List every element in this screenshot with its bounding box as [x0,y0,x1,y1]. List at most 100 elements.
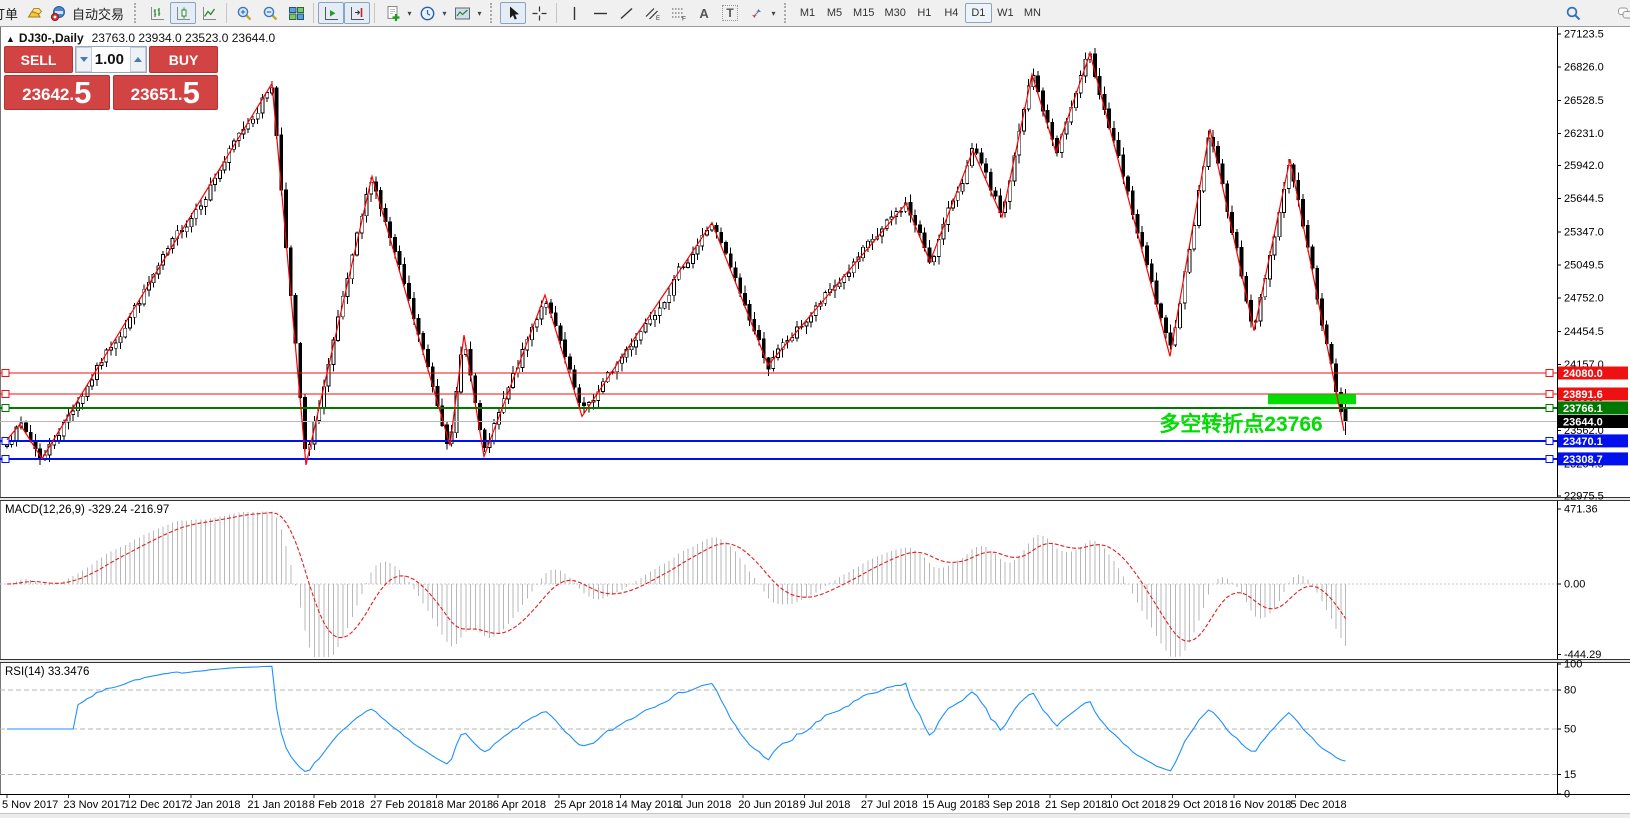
vertical-line-icon [566,5,583,22]
svg-text:50: 50 [1564,724,1576,736]
volume-decrease-button[interactable] [76,47,92,72]
templates-dropdown-caret[interactable]: ▾ [477,8,482,18]
orders-button[interactable]: 订单 [0,6,19,22]
trendline-icon [618,5,635,22]
timeframe-m1[interactable]: M1 [799,7,816,19]
timeframe-m5[interactable]: M5 [826,7,843,19]
new-order-button[interactable] [22,2,48,24]
collapse-icon[interactable]: ▲ [6,34,15,44]
text-label-tool[interactable]: T [717,2,743,24]
timeframe-group: M1 M5 M15 M30 H1 H4 D1 W1 MN [794,3,1046,23]
svg-text:26231.0: 26231.0 [1564,128,1604,140]
line-chart-button[interactable] [196,2,222,24]
ohlc-readout: 23763.0 23934.0 23523.0 23644.0 [91,31,276,45]
panel-frame [0,27,1630,795]
indicators-icon [384,5,401,22]
search-button[interactable] [1560,2,1586,24]
volume-increase-button[interactable] [130,47,146,72]
zoom-in-button[interactable] [231,2,257,24]
indicators-button[interactable] [379,2,405,24]
svg-text:23470.1: 23470.1 [1563,436,1603,448]
horizontal-lines-layer[interactable] [0,369,1557,463]
buy-price-pips: 5 [182,75,200,110]
buy-quote-button[interactable]: 23651. 5 [112,75,218,110]
chevron-up-icon [134,57,142,62]
periods-dropdown-caret[interactable]: ▾ [442,8,447,18]
timeframe-m30[interactable]: M30 [884,7,906,19]
horizontal-line-tool[interactable] [587,2,613,24]
candlestick-chart-button[interactable] [170,2,197,24]
svg-text:80: 80 [1564,685,1576,697]
text-tool-icon: A [699,5,709,21]
trendline-tool[interactable] [613,2,639,24]
zoom-out-button[interactable] [257,2,283,24]
svg-text:100: 100 [1564,659,1582,671]
timeframe-m15[interactable]: M15 [853,7,875,19]
arrows-tool[interactable] [743,2,769,24]
zoom-out-icon [262,5,279,22]
svg-text:0: 0 [1564,789,1570,801]
indicators-dropdown-caret[interactable]: ▾ [407,8,412,18]
sell-quote-button[interactable]: 23642. 5 [4,75,110,110]
svg-text:15: 15 [1564,769,1576,781]
chart-shift-icon [349,5,366,22]
svg-text:5 Dec 2018: 5 Dec 2018 [1290,799,1346,811]
macd-axis: 471.36 0.00 -444.29 [1557,504,1601,661]
zoom-in-icon [236,5,253,22]
sell-price-pips: 5 [74,75,92,110]
svg-text:6 Apr 2018: 6 Apr 2018 [493,799,546,811]
auto-scroll-button[interactable] [318,2,345,24]
text-tool[interactable]: A [691,2,717,24]
rsi-levels [0,689,1557,775]
fibonacci-tool[interactable]: F [665,2,691,24]
svg-text:21 Sep 2018: 21 Sep 2018 [1045,799,1107,811]
price-tag-23891.6 [1558,387,1628,401]
arrows-dropdown-caret[interactable]: ▾ [771,8,776,18]
auto-scroll-icon [323,5,340,22]
svg-text:-444.29: -444.29 [1564,649,1601,661]
crosshair-button[interactable] [526,2,552,24]
svg-text:24454.5: 24454.5 [1564,326,1604,338]
equidistant-channel-tool[interactable]: E [639,2,665,24]
sell-button[interactable]: SELL [4,46,73,73]
price-tags: 24080.0 23891.6 23766.1 23470.1 23308.7 23644… [1558,366,1628,466]
svg-text:21 Jan 2018: 21 Jan 2018 [247,799,308,811]
chart-window: 多空转折点23766 27123.5 26826.0 26528.5 26231.0 25… [0,27,1630,818]
timeframe-d1[interactable]: D1 [964,3,992,23]
buy-button[interactable]: BUY [149,46,218,73]
timeframe-h4[interactable]: H4 [944,7,959,19]
svg-text:27 Feb 2018: 27 Feb 2018 [370,799,432,811]
timeframe-mn[interactable]: MN [1023,7,1041,19]
annotation-text[interactable]: 多空转折点23766 [1159,412,1322,436]
timeframe-h1[interactable]: H1 [917,7,932,19]
sell-price: 23642 [22,85,70,104]
tile-windows-button[interactable] [283,2,309,24]
svg-text:2 Jan 2018: 2 Jan 2018 [186,799,240,811]
price-axis: 27123.5 26826.0 26528.5 26231.0 25942.0 25644… [1557,29,1604,503]
periods-button[interactable] [414,2,440,24]
bar-chart-button[interactable] [144,2,170,24]
chart-shift-button[interactable] [344,2,371,24]
macd-signal-line [6,512,1347,642]
svg-text:10 Oct 2018: 10 Oct 2018 [1106,799,1166,811]
timeframe-w1[interactable]: W1 [997,7,1014,19]
svg-text:23644.0: 23644.0 [1563,417,1603,429]
volume-input[interactable]: 1.00 [94,51,124,68]
svg-text:9 Jul 2018: 9 Jul 2018 [800,799,851,811]
svg-text:23766.1: 23766.1 [1563,403,1603,415]
auto-trading-label[interactable]: 自动交易 [72,6,125,22]
vertical-line-tool[interactable] [561,2,587,24]
chat-button[interactable] [1612,2,1630,24]
svg-text:18 Mar 2018: 18 Mar 2018 [431,799,493,811]
zigzag-line[interactable] [6,51,1345,466]
highlight-bar[interactable] [1268,394,1356,405]
chart-canvas[interactable]: 多空转折点23766 27123.5 26826.0 26528.5 26231.0 25… [0,27,1630,818]
svg-text:5 Nov 2017: 5 Nov 2017 [2,799,58,811]
auto-trading-button[interactable] [48,2,68,24]
cursor-button[interactable] [500,2,527,24]
arrows-icon [748,5,765,22]
svg-text:16 Nov 2018: 16 Nov 2018 [1229,799,1291,811]
templates-button[interactable] [449,2,475,24]
crosshair-icon [531,5,548,22]
